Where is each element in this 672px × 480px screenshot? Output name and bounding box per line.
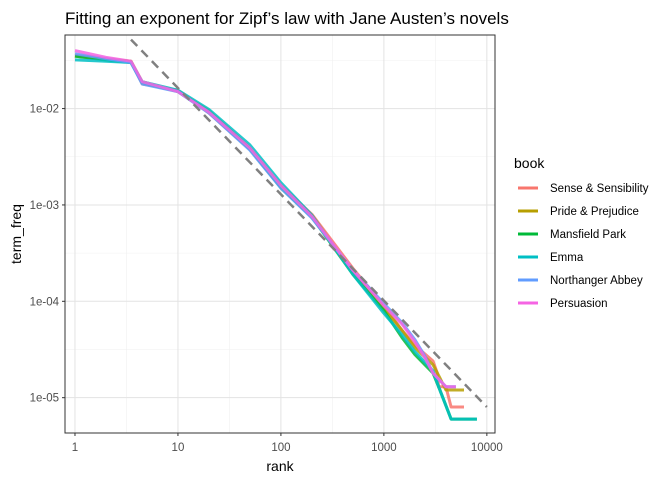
y-tick-label: 1e-05 xyxy=(30,393,59,405)
x-tick-label: 10 xyxy=(172,442,185,454)
y-tick-label: 1e-03 xyxy=(30,200,59,212)
x-axis: 1 10 100 1000 10000 xyxy=(72,433,503,454)
legend-label-sense-sensibility: Sense & Sensibility xyxy=(550,183,649,195)
y-tick-label: 1e-04 xyxy=(30,296,60,308)
series-line-persuasion xyxy=(74,49,456,389)
legend-label-persuasion: Persuasion xyxy=(550,298,608,310)
x-tick-label: 10000 xyxy=(471,442,503,454)
chart-title: Fitting an exponent for Zipf’s law with … xyxy=(65,9,509,28)
x-tick-label: 1 xyxy=(72,442,78,454)
legend-title: book xyxy=(514,155,545,171)
plot-panel xyxy=(64,34,496,434)
legend: book Sense & Sensibility Pride & Prejudic… xyxy=(514,155,649,310)
legend-label-mansfield-park: Mansfield Park xyxy=(550,229,626,241)
x-tick-label: 100 xyxy=(271,442,290,454)
grid-major xyxy=(65,35,495,433)
grid-minor xyxy=(65,35,495,433)
legend-label-pride-prejudice: Pride & Prejudice xyxy=(550,206,639,218)
x-axis-title: rank xyxy=(266,458,294,474)
y-tick-label: 1e-02 xyxy=(30,104,59,116)
legend-label-northanger-abbey: Northanger Abbey xyxy=(550,275,643,287)
x-tick-label: 1000 xyxy=(371,442,397,454)
y-axis-title: term_freq xyxy=(8,204,24,264)
legend-label-emma: Emma xyxy=(550,252,584,264)
y-axis: 1e-05 1e-04 1e-03 1e-02 xyxy=(30,104,65,405)
plot-border xyxy=(64,34,496,434)
fit-line-dashed xyxy=(130,38,488,408)
fit-layer xyxy=(130,38,488,408)
